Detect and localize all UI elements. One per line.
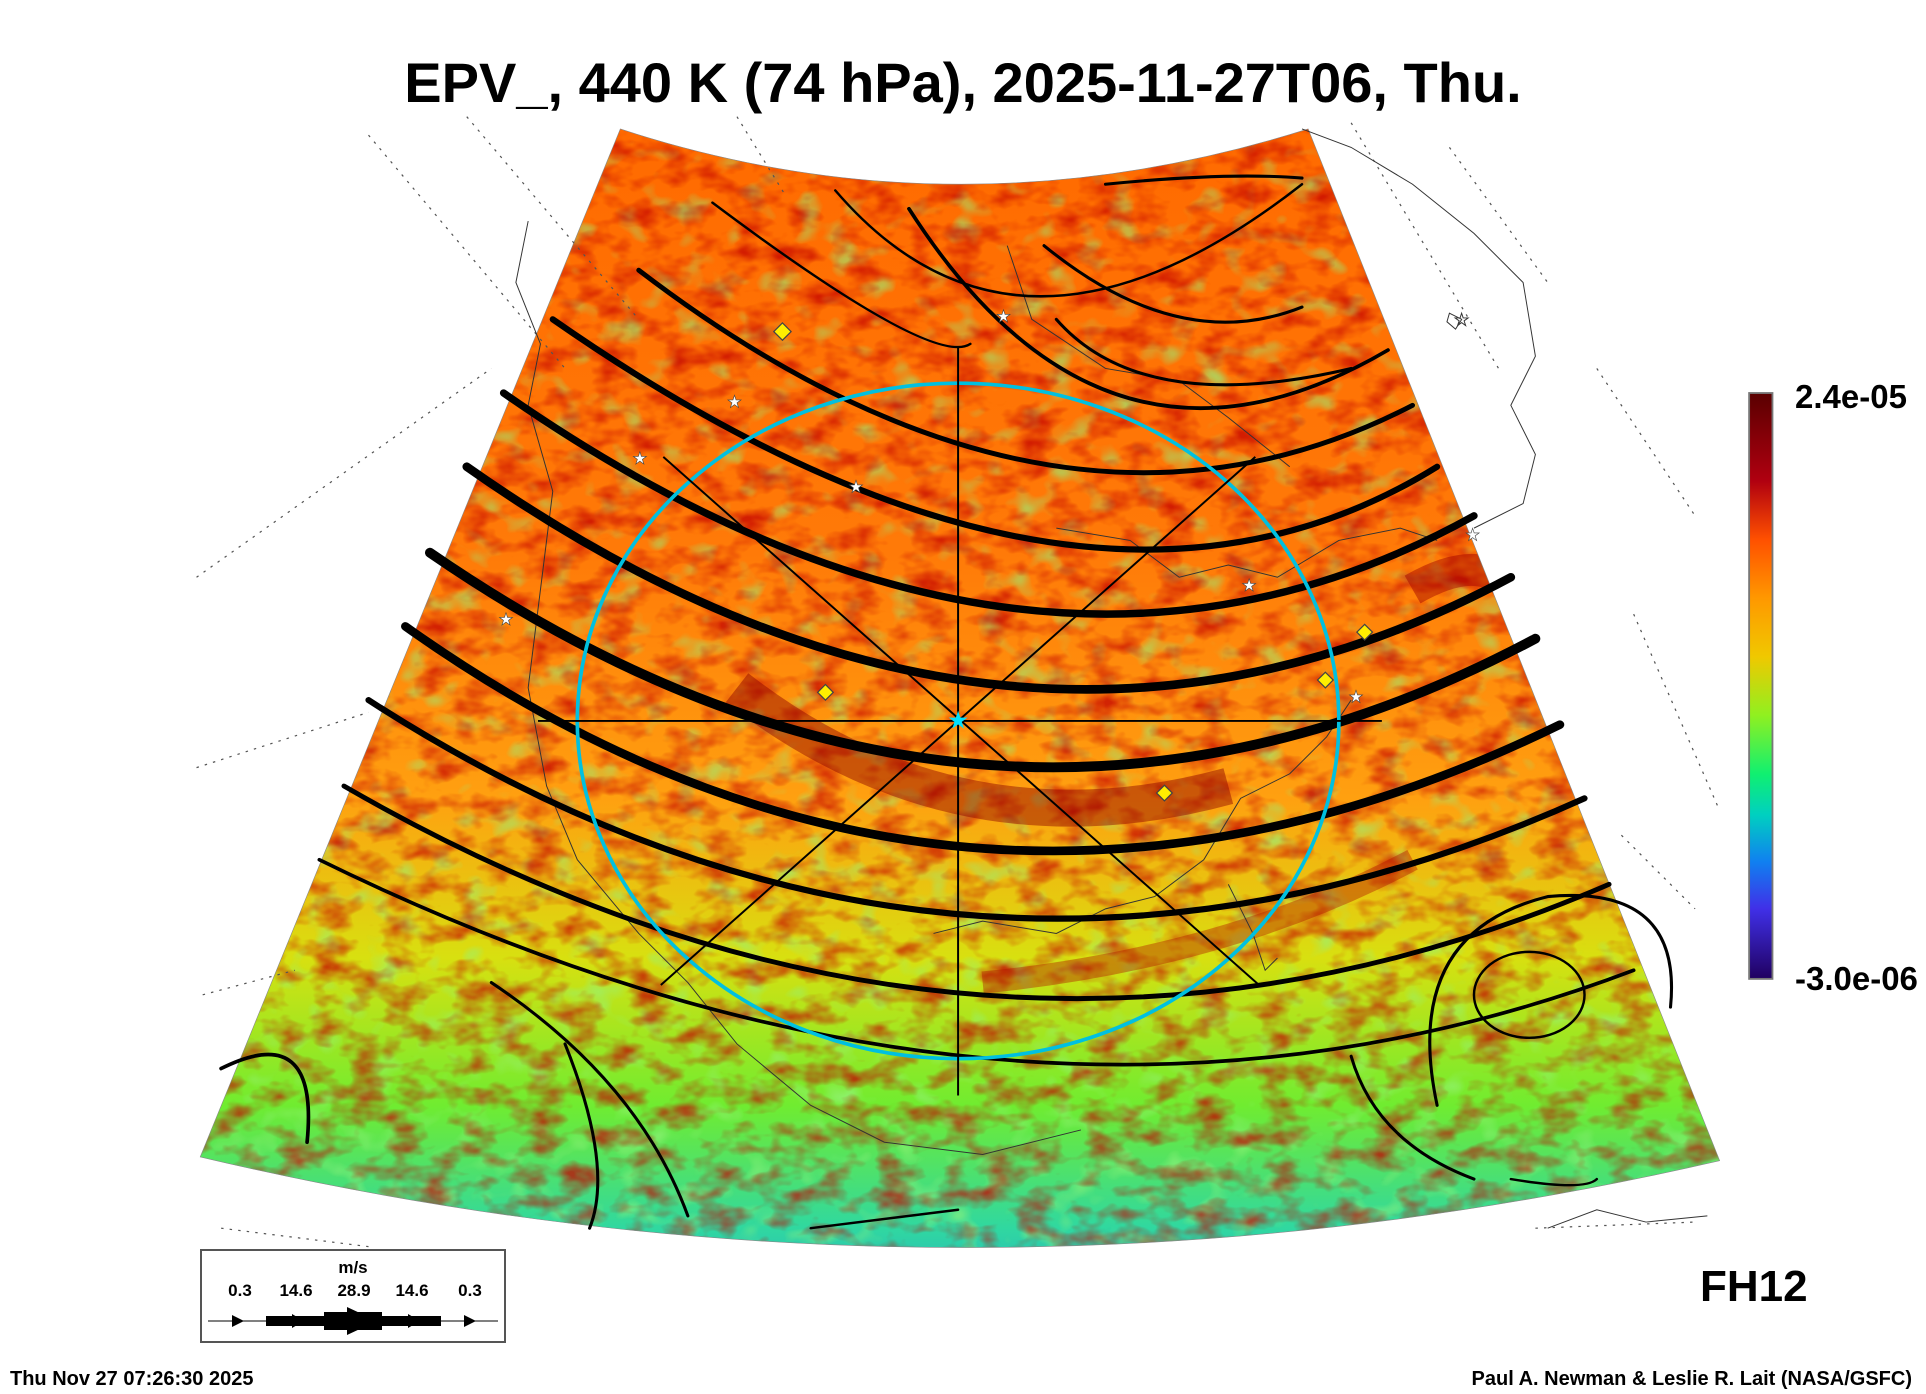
diamond-icon [772,322,792,342]
credit: Paul A. Newman & Leslie R. Lait (NASA/GS… [1471,1368,1912,1390]
legend-value: 0.3 [458,1281,482,1300]
star-icon: ★ [848,477,863,497]
streamline [317,857,1636,1067]
diamond-icon [1155,784,1174,802]
diamond-icon [1316,671,1335,689]
diamond-icon [1355,623,1374,641]
legend-value: 28.9 [337,1281,371,1300]
streamline [219,1052,311,1145]
colorbar [1748,392,1774,980]
forecast-hour-label: FH12 [1700,1262,1808,1311]
legend-unit: m/s [338,1258,368,1277]
colorbar-min-label: -3.0e-06 [1795,960,1918,997]
star-icon: ★ [1465,524,1480,544]
plot-title: EPV_, 440 K (74 hPa), 2025-11-27T06, Thu… [404,51,1522,114]
streamline [1042,244,1304,324]
streamline [809,1208,960,1230]
legend-value: 14.6 [279,1281,313,1300]
streamline [424,547,1541,773]
diamond-icon [816,683,835,702]
streamline [1103,174,1304,186]
legend-value: 0.3 [228,1281,252,1300]
streamline [401,622,1565,856]
graticule [196,116,1721,1248]
star-icon: ★ [632,448,647,468]
star-icon: ★ [1348,687,1363,707]
streamline [636,267,1416,476]
star-icon: ★ [498,609,513,629]
star-icon: ★ [1241,575,1256,595]
streamline [907,206,1390,411]
streamline [834,183,1304,298]
streamline [1349,1054,1476,1181]
streamline [563,1042,600,1230]
station-markers: ★ ★ ★ ★ ★ ★ ★ ★ ★ [498,305,1481,802]
streamline [1054,317,1353,387]
streamline [365,697,1588,922]
legend-arrow-scale [208,1307,498,1335]
star-icon: ★ [727,392,742,412]
wind-speed-legend: m/s 0.3 14.6 28.9 14.6 0.3 [200,1249,506,1343]
streamlines [219,174,1674,1230]
star-outline-icon: ★ [1454,309,1469,329]
streamline [1509,1177,1599,1187]
legend-value: 14.6 [395,1281,429,1300]
streamline [341,783,1612,1002]
center-star-icon: ★ [947,707,969,734]
streamline [489,981,690,1218]
streamline [1428,894,1674,1107]
star-icon: ★ [996,306,1011,326]
streamline [549,316,1441,553]
crosshair [538,346,1382,1096]
map-boundary [199,128,1721,1248]
colorbar-max-label: 2.4e-05 [1795,378,1907,415]
streamline [499,389,1478,618]
streamline [1472,950,1586,1039]
timestamp: Thu Nov 27 07:26:30 2025 [10,1368,254,1390]
